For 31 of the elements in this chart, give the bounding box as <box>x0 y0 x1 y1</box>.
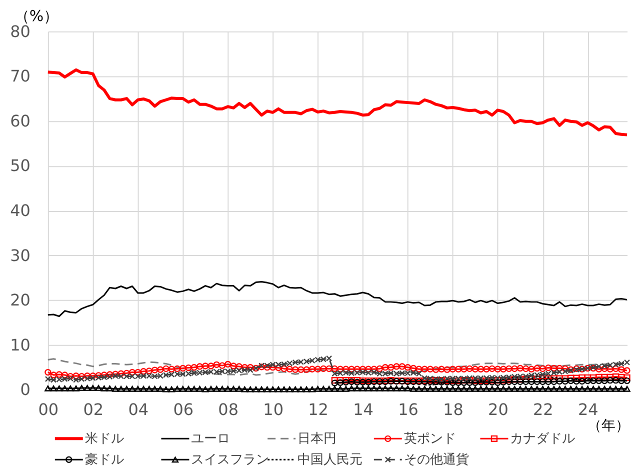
x-tick-label: 18 <box>443 400 464 420</box>
x-tick-label: 12 <box>308 400 328 420</box>
y-tick-label: 70 <box>10 66 30 86</box>
x-tick-label: 20 <box>488 400 508 420</box>
y-tick-label: 50 <box>10 156 30 176</box>
y-tick-label: 60 <box>10 111 30 130</box>
legend-label: ユーロ <box>191 432 230 447</box>
x-tick-label: 00 <box>38 400 59 420</box>
legend-label: 日本円 <box>298 432 337 447</box>
x-tick-label: 10 <box>263 400 284 420</box>
x-tick-label: 06 <box>173 400 194 420</box>
x-tick-label: 02 <box>83 400 104 420</box>
y-tick-label: 10 <box>10 335 30 354</box>
legend-label: 英ポンド <box>404 432 456 447</box>
legend-label: その他通貨 <box>404 452 469 468</box>
x-tick-label: 22 <box>533 400 554 420</box>
x-tick-label: 24 <box>578 400 598 420</box>
legend-label: スイスフラン <box>191 452 270 468</box>
y-tick-label: 40 <box>10 201 30 220</box>
x-tick-label: 14 <box>353 400 374 420</box>
y-tick-label: 0 <box>20 380 30 400</box>
x-tick-label: 04 <box>128 400 149 420</box>
y-tick-label: 30 <box>10 246 30 265</box>
legend-label: カナダドル <box>510 432 576 447</box>
x-tick-label: 08 <box>218 400 238 420</box>
y-tick-label: 20 <box>10 290 30 310</box>
legend-label: 米ドル <box>84 432 124 447</box>
x-tick-label: 16 <box>398 400 418 420</box>
x-axis-title: （年） <box>588 418 630 434</box>
legend-label: 中国人民元 <box>298 452 363 468</box>
legend-label: 豪ドル <box>84 452 124 468</box>
